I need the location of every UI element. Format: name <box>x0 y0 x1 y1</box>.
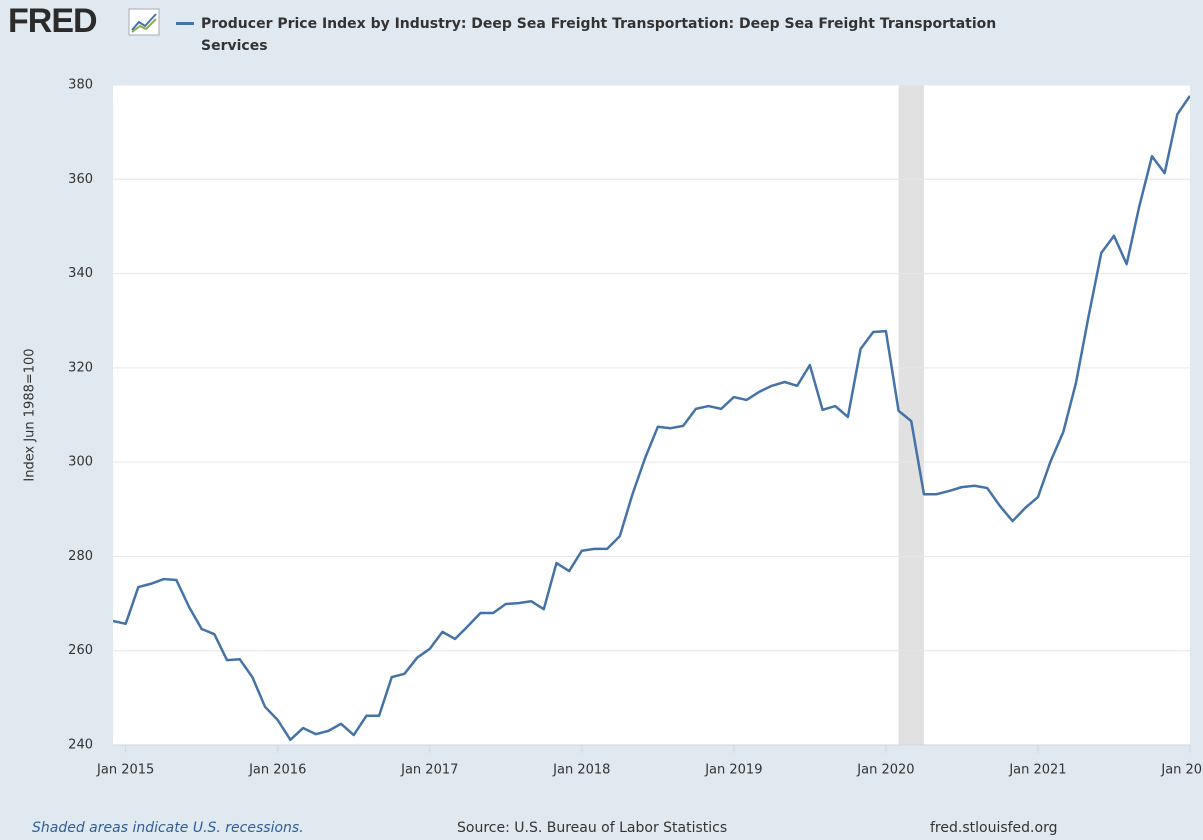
y-tick-label: 280 <box>68 549 93 564</box>
legend-swatch <box>176 22 194 25</box>
x-tick-label: Jan 2020 <box>856 763 914 778</box>
y-tick-label: 300 <box>68 455 93 470</box>
x-tick-label: Jan 2018 <box>552 763 610 778</box>
series-line <box>113 95 1190 742</box>
x-tick-label: Jan 2017 <box>400 763 458 778</box>
logo-icon <box>128 8 160 36</box>
recession-note[interactable]: Shaded areas indicate U.S. recessions. <box>32 820 304 836</box>
x-tick-label: Jan 2016 <box>248 763 306 778</box>
legend-title: Producer Price Index by Industry: Deep S… <box>201 16 997 54</box>
y-tick-label: 340 <box>68 266 93 281</box>
x-tick-label: Jan 2019 <box>704 763 762 778</box>
y-tick-label: 380 <box>68 78 93 93</box>
x-tick-label: Jan 2022 <box>1160 763 1203 778</box>
y-tick-label: 360 <box>68 172 93 187</box>
x-tick-label: Jan 2015 <box>96 763 154 778</box>
logo[interactable]: FRED <box>8 2 98 40</box>
y-tick-label: 320 <box>68 360 93 375</box>
site[interactable]: fred.stlouisfed.org <box>930 820 1058 836</box>
y-axis-label: Index Jun 1988=100 <box>23 348 38 481</box>
source: Source: U.S. Bureau of Labor Statistics <box>457 820 728 836</box>
plot-area <box>113 85 1190 745</box>
y-tick-label: 240 <box>68 738 93 753</box>
chart: 240 260 280 300 320 340 360 380 Jan 2015 Jan 2016… <box>23 78 1203 778</box>
y-tick-label: 260 <box>68 643 93 658</box>
x-tick-label: Jan 2021 <box>1008 763 1066 778</box>
